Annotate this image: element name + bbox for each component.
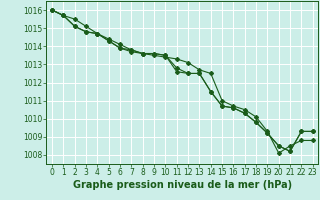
- X-axis label: Graphe pression niveau de la mer (hPa): Graphe pression niveau de la mer (hPa): [73, 180, 292, 190]
